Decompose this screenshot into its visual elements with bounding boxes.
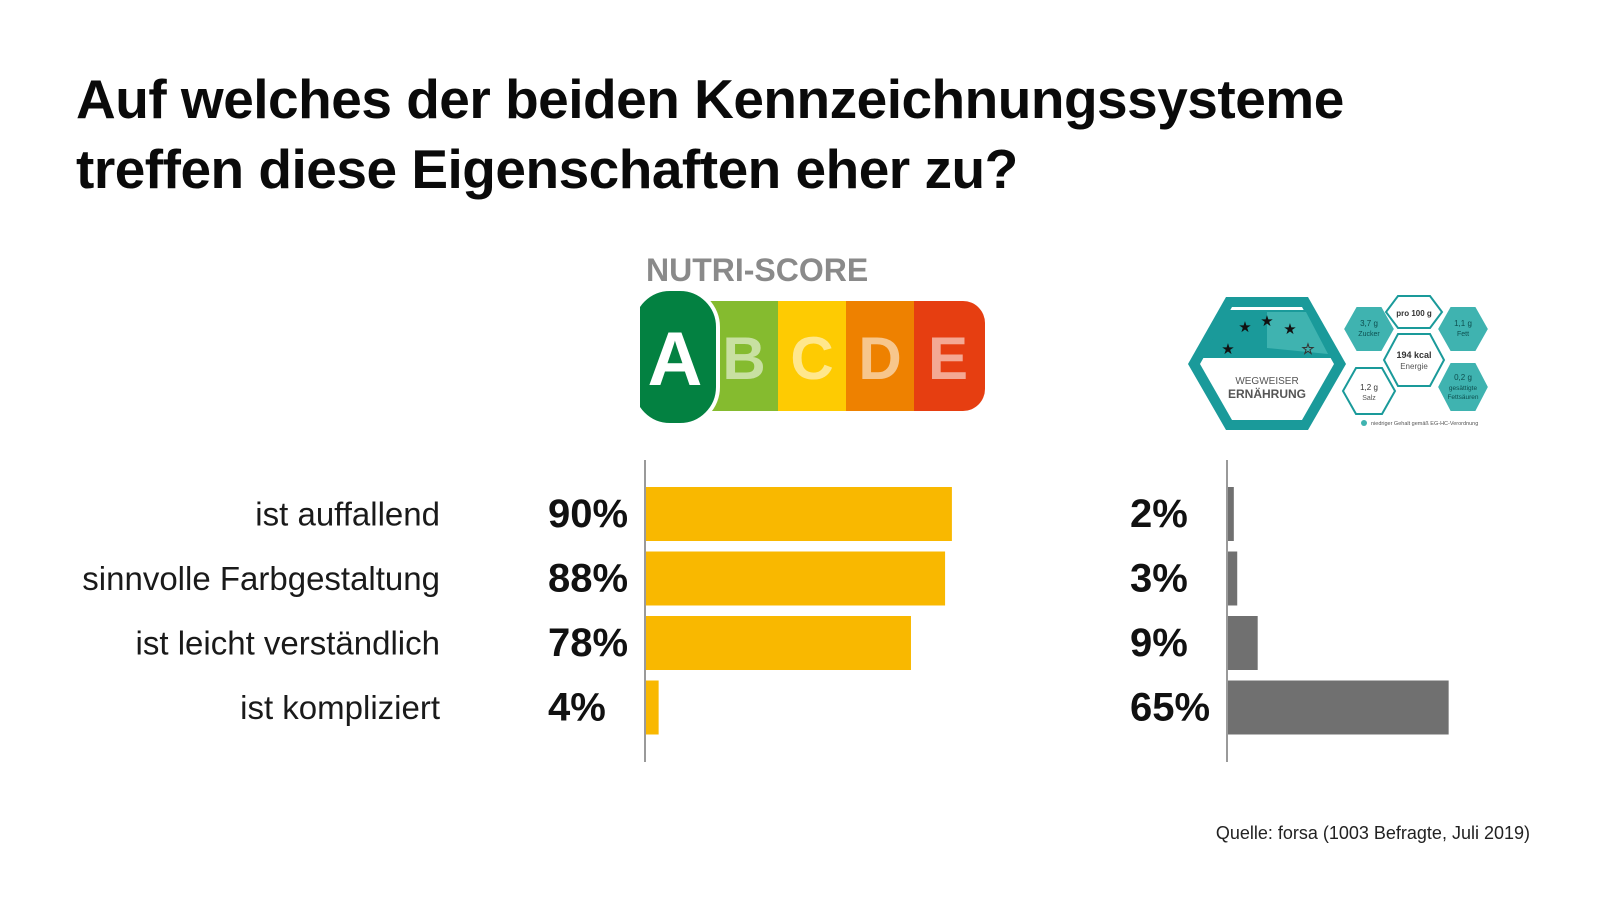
wegweiser-bars: [1227, 487, 1449, 735]
source-note: Quelle: forsa (1003 Befragte, Juli 2019): [1215, 823, 1530, 843]
nutri-score-value-labels: 90% 88% 78% 4%: [548, 492, 628, 730]
title-line-1: Auf welches der beiden Kennzeichnungssys…: [76, 68, 1344, 130]
wegweiser-footnote: niedriger Gehalt gemäß EG-HC-Verordnung: [1371, 421, 1478, 427]
category-label-ist-auffallend: ist auffallend: [255, 496, 440, 533]
nutri-score-bars: [645, 487, 952, 735]
value-label-series-2-sinnvolle-farbgestaltung: 3%: [1130, 557, 1188, 601]
wegweiser-cell-fett: [1435, 305, 1491, 353]
title-line-2: treffen diese Eigenschaften eher zu?: [76, 138, 1018, 200]
wegweiser-footnote-dot: [1361, 420, 1367, 426]
wegweiser-fettsaeuren-label-2: Fettsäuren: [1447, 394, 1478, 401]
bar-series-2-ist-auffallend: [1227, 487, 1234, 541]
nutri-score-segment-b: [710, 301, 778, 411]
nutri-score-letter-e: E: [928, 325, 968, 392]
category-labels: ist auffallend sinnvolle Farbgestaltung is…: [82, 496, 440, 727]
wegweiser-cell-salz: [1341, 367, 1397, 415]
nutri-score-letter-b: B: [722, 325, 765, 392]
bar-series-1-ist-leicht-verst-ndlich: [645, 616, 911, 670]
value-label-series-2-ist-kompliziert: 65%: [1130, 686, 1210, 730]
wegweiser-rays-light: [1267, 312, 1328, 354]
wegweiser-zucker-label: Zucker: [1358, 331, 1380, 338]
wegweiser-fett-label: Fett: [1457, 331, 1469, 338]
wegweiser-title-line-2: ERNÄHRUNG: [1228, 386, 1306, 401]
value-label-series-1-ist-kompliziert: 4%: [548, 686, 606, 730]
bar-series-1-ist-kompliziert: [645, 680, 659, 735]
wegweiser-star-5: ☆: [1301, 341, 1314, 358]
wegweiser-star-1: ★: [1221, 341, 1234, 358]
wegweiser-zucker-value: 3,7 g: [1360, 319, 1378, 328]
bar-series-1-ist-auffallend: [645, 487, 952, 541]
wegweiser-salz-label: Salz: [1362, 395, 1376, 402]
wegweiser-energie-label: Energie: [1400, 362, 1428, 371]
wegweiser-energie-value: 194 kcal: [1396, 350, 1431, 360]
wegweiser-ernaehrung-logo: ★ ★ ★ ★ ☆ WEGWEISER ERNÄHRUNG 3,7 g Zuck…: [1188, 295, 1491, 430]
wegweiser-fettsaeuren-label-1: gesättigte: [1449, 385, 1478, 392]
value-label-series-2-ist-leicht-verst-ndlich: 9%: [1130, 621, 1188, 665]
nutri-score-logo: NUTRI-SCORE A B C D E: [640, 255, 985, 427]
bar-series-2-ist-leicht-verst-ndlich: [1227, 616, 1258, 670]
bar-series-2-sinnvolle-farbgestaltung: [1227, 551, 1238, 606]
value-label-series-2-ist-auffallend: 2%: [1130, 492, 1188, 536]
nutri-score-letter-c: C: [790, 325, 833, 392]
category-label-ist-leicht-verst-ndlich: ist leicht verständlich: [136, 625, 440, 662]
wegweiser-salz-value: 1,2 g: [1360, 383, 1378, 392]
nutri-score-letter-a: A: [648, 317, 703, 402]
value-label-series-1-ist-auffallend: 90%: [548, 492, 628, 536]
wegweiser-star-3: ★: [1260, 313, 1273, 330]
wegweiser-fettsaeuren-value: 0,2 g: [1454, 373, 1472, 382]
bar-chart: ist auffallend sinnvolle Farbgestaltung is…: [82, 460, 1449, 762]
bar-series-2-ist-kompliziert: [1227, 680, 1449, 735]
category-label-sinnvolle-farbgestaltung: sinnvolle Farbgestaltung: [82, 560, 440, 597]
chart-title: Auf welches der beiden Kennzeichnungssys…: [76, 64, 1536, 204]
wegweiser-cell-per100: [1384, 295, 1444, 329]
nutri-score-segment-a: [640, 287, 720, 427]
wegweiser-cell-energie: [1382, 333, 1446, 387]
nutri-score-segment-d: [846, 301, 914, 411]
wegweiser-title-line-1: WEGWEISER: [1235, 376, 1298, 387]
nutri-score-heading: NUTRI-SCORE: [646, 255, 868, 288]
wegweiser-star-4: ★: [1283, 321, 1296, 338]
category-label-ist-kompliziert: ist kompliziert: [240, 689, 440, 726]
wegweiser-star-2: ★: [1238, 319, 1251, 336]
nutri-score-segment-c: [778, 301, 846, 411]
nutri-score-letter-d: D: [858, 325, 901, 392]
wegweiser-value-labels: 2% 3% 9% 65%: [1130, 492, 1210, 730]
bar-series-1-sinnvolle-farbgestaltung: [645, 551, 946, 606]
wegweiser-cell-fettsaeuren: [1435, 361, 1491, 413]
value-label-series-1-ist-leicht-verst-ndlich: 78%: [548, 621, 628, 665]
wegweiser-cell-zucker: [1341, 305, 1397, 353]
wegweiser-per100: pro 100 g: [1396, 309, 1432, 318]
wegweiser-fett-value: 1,1 g: [1454, 319, 1472, 328]
value-label-series-1-sinnvolle-farbgestaltung: 88%: [548, 557, 628, 601]
